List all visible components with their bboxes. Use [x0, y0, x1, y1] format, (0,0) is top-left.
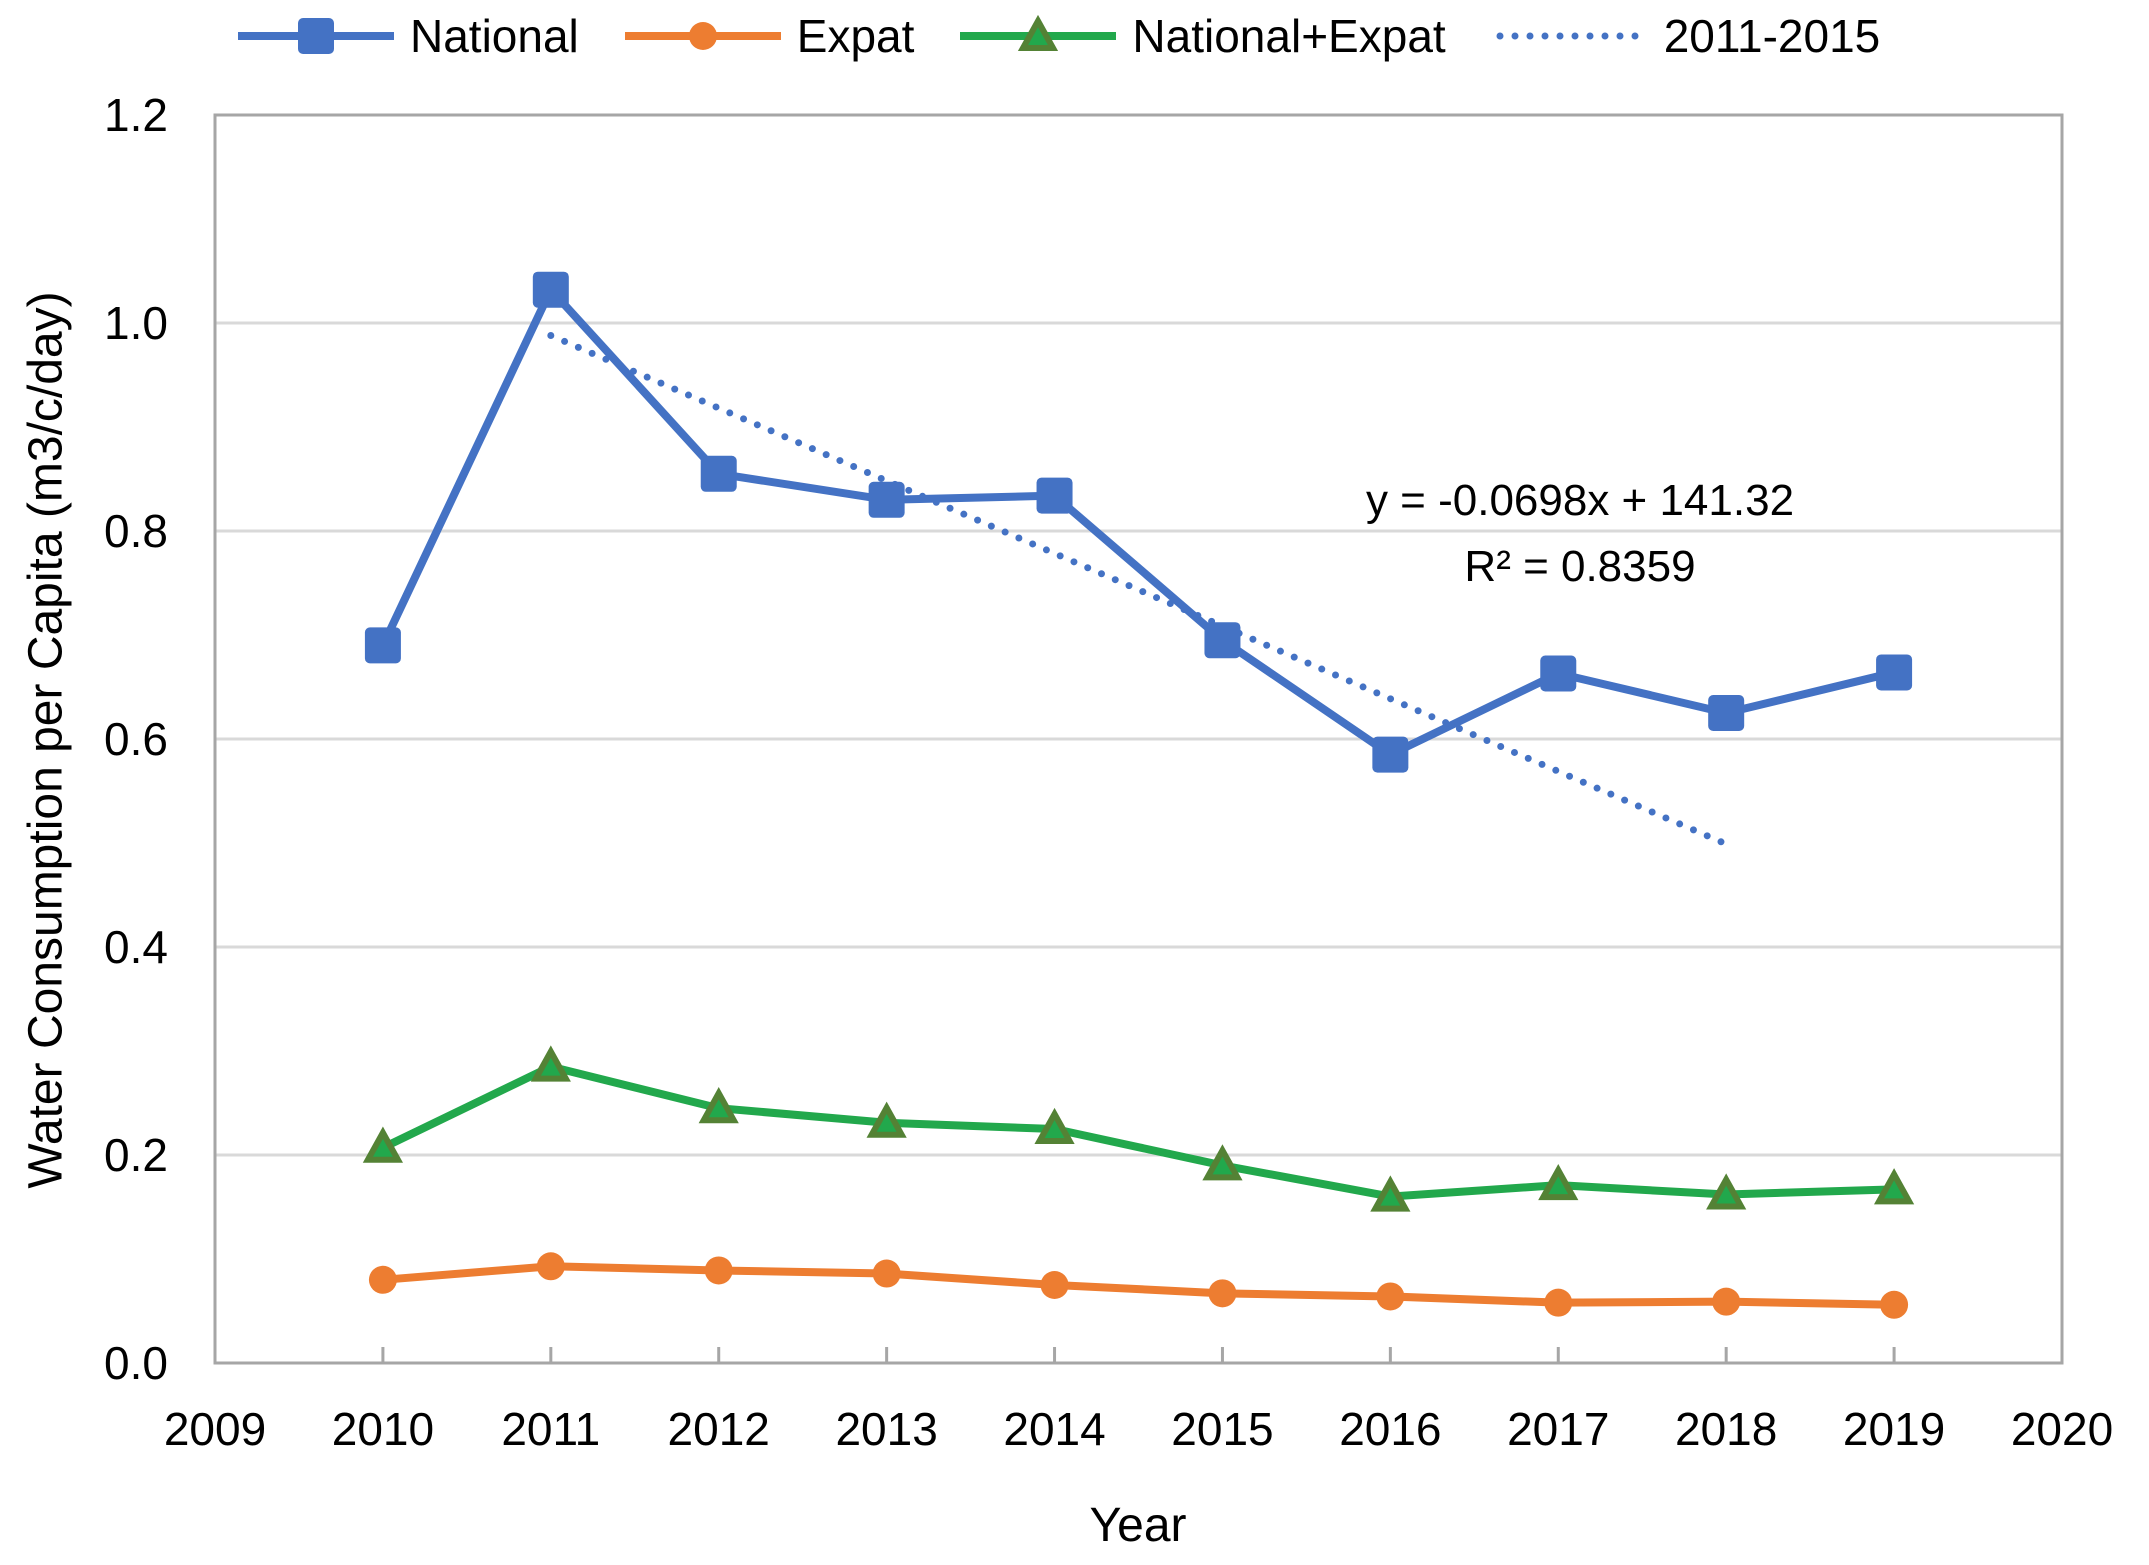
trendline-dotted-swatch-icon	[1496, 32, 1644, 40]
marker-National+Expat-2010	[362, 1126, 404, 1163]
legend-label-national: National	[410, 10, 579, 62]
svg-text:2014: 2014	[1003, 1403, 1105, 1455]
svg-text:0.8: 0.8	[104, 505, 168, 557]
series-Expat	[368, 1252, 1909, 1319]
svg-text:0.6: 0.6	[104, 713, 168, 765]
svg-text:1.2: 1.2	[104, 89, 168, 141]
svg-text:2015: 2015	[1171, 1403, 1273, 1455]
svg-text:2016: 2016	[1339, 1403, 1441, 1455]
trend-r-squared: R² = 0.8359	[1464, 542, 1696, 591]
series-National	[364, 271, 1913, 773]
national-expat-triangle-swatch-icon	[960, 14, 1117, 51]
marker-National+Expat-2018	[1706, 1173, 1747, 1210]
marker-National+Expat-2013	[866, 1101, 907, 1138]
marker-Expat-2017	[1544, 1288, 1573, 1317]
svg-text:2010: 2010	[332, 1403, 434, 1455]
series-line-National	[379, 285, 1896, 759]
legend-item-expat[interactable]: Expat	[624, 9, 915, 63]
svg-text:0.0: 0.0	[104, 1337, 168, 1389]
svg-text:2011: 2011	[501, 1403, 600, 1455]
national-square-swatch-icon	[238, 18, 394, 54]
marker-National+Expat-2017	[1538, 1163, 1579, 1201]
marker-National-2016	[1372, 736, 1409, 773]
x-axis-title: Year	[1089, 1499, 1187, 1552]
trend-annotation: y = -0.0698x + 141.32 R² = 0.8359	[1366, 468, 1794, 600]
marker-National-2015	[1204, 622, 1241, 659]
marker-National-2014	[1036, 477, 1073, 514]
gridlines	[215, 113, 2062, 1365]
svg-text:1.0: 1.0	[104, 297, 168, 349]
marker-National-2018	[1708, 695, 1745, 731]
svg-text:0.4: 0.4	[104, 921, 168, 973]
marker-Expat-2016	[1376, 1282, 1405, 1311]
y-axis-tick-labels: 0.0 0.2 0.4 0.6 0.8 1.0 1.2	[104, 89, 168, 1389]
expat-circle-swatch-icon	[624, 22, 781, 50]
series-line-National+Expat	[381, 1062, 1895, 1201]
svg-text:2020: 2020	[2011, 1403, 2113, 1455]
marker-Expat-2012	[704, 1256, 733, 1285]
legend-label-trendline: 2011-2015	[1663, 10, 1881, 62]
legend-item-trendline[interactable]: 2011-2015	[1492, 9, 1881, 63]
marker-National-2011	[532, 271, 569, 308]
svg-text:2009: 2009	[164, 1403, 266, 1455]
svg-text:2013: 2013	[835, 1403, 937, 1455]
svg-text:2017: 2017	[1507, 1403, 1609, 1455]
svg-text:0.2: 0.2	[104, 1129, 168, 1181]
marker-National-2013	[868, 481, 905, 518]
svg-text:2018: 2018	[1675, 1403, 1777, 1455]
legend-item-national[interactable]: National	[238, 9, 579, 63]
series-National+Expat	[362, 1045, 1915, 1212]
marker-National+Expat-2011	[530, 1045, 571, 1082]
marker-National+Expat-2015	[1202, 1144, 1243, 1181]
marker-Expat-2018	[1712, 1287, 1741, 1316]
marker-National-2010	[364, 627, 401, 664]
marker-Expat-2013	[872, 1259, 901, 1288]
marker-National-2017	[1540, 655, 1577, 692]
trendline-2011-2015	[547, 331, 1730, 848]
legend-label-expat: Expat	[796, 10, 915, 62]
trend-equation: y = -0.0698x + 141.32	[1365, 476, 1795, 525]
chart-legend: National Expat National+Expat 2011-2015	[238, 8, 1880, 64]
marker-National-2012	[700, 455, 737, 492]
marker-National+Expat-2016	[1370, 1175, 1411, 1212]
marker-National+Expat-2019	[1873, 1168, 1915, 1205]
series-line-Expat	[382, 1262, 1895, 1309]
x-axis-tick-labels: 2009 2010 2011 2012 2013 2014 2015 2016 2017 2018…	[164, 1403, 2113, 1455]
y-axis-title: Water Consumption per Capita (m3/c/day)	[19, 291, 73, 1189]
svg-text:2012: 2012	[668, 1403, 770, 1455]
marker-Expat-2011	[536, 1252, 565, 1281]
legend-item-national-expat[interactable]: National+Expat	[960, 9, 1446, 63]
marker-Expat-2019	[1880, 1290, 1909, 1319]
plot-border	[213, 113, 2064, 1365]
marker-Expat-2014	[1040, 1271, 1069, 1299]
marker-National+Expat-2012	[698, 1087, 739, 1124]
marker-National+Expat-2014	[1034, 1107, 1075, 1144]
marker-National-2019	[1876, 654, 1913, 691]
marker-Expat-2015	[1208, 1279, 1237, 1308]
marker-Expat-2010	[368, 1265, 397, 1294]
x-axis-ticks	[213, 1347, 2064, 1363]
legend-label-national-expat: National+Expat	[1132, 10, 1446, 62]
svg-text:2019: 2019	[1843, 1403, 1945, 1455]
